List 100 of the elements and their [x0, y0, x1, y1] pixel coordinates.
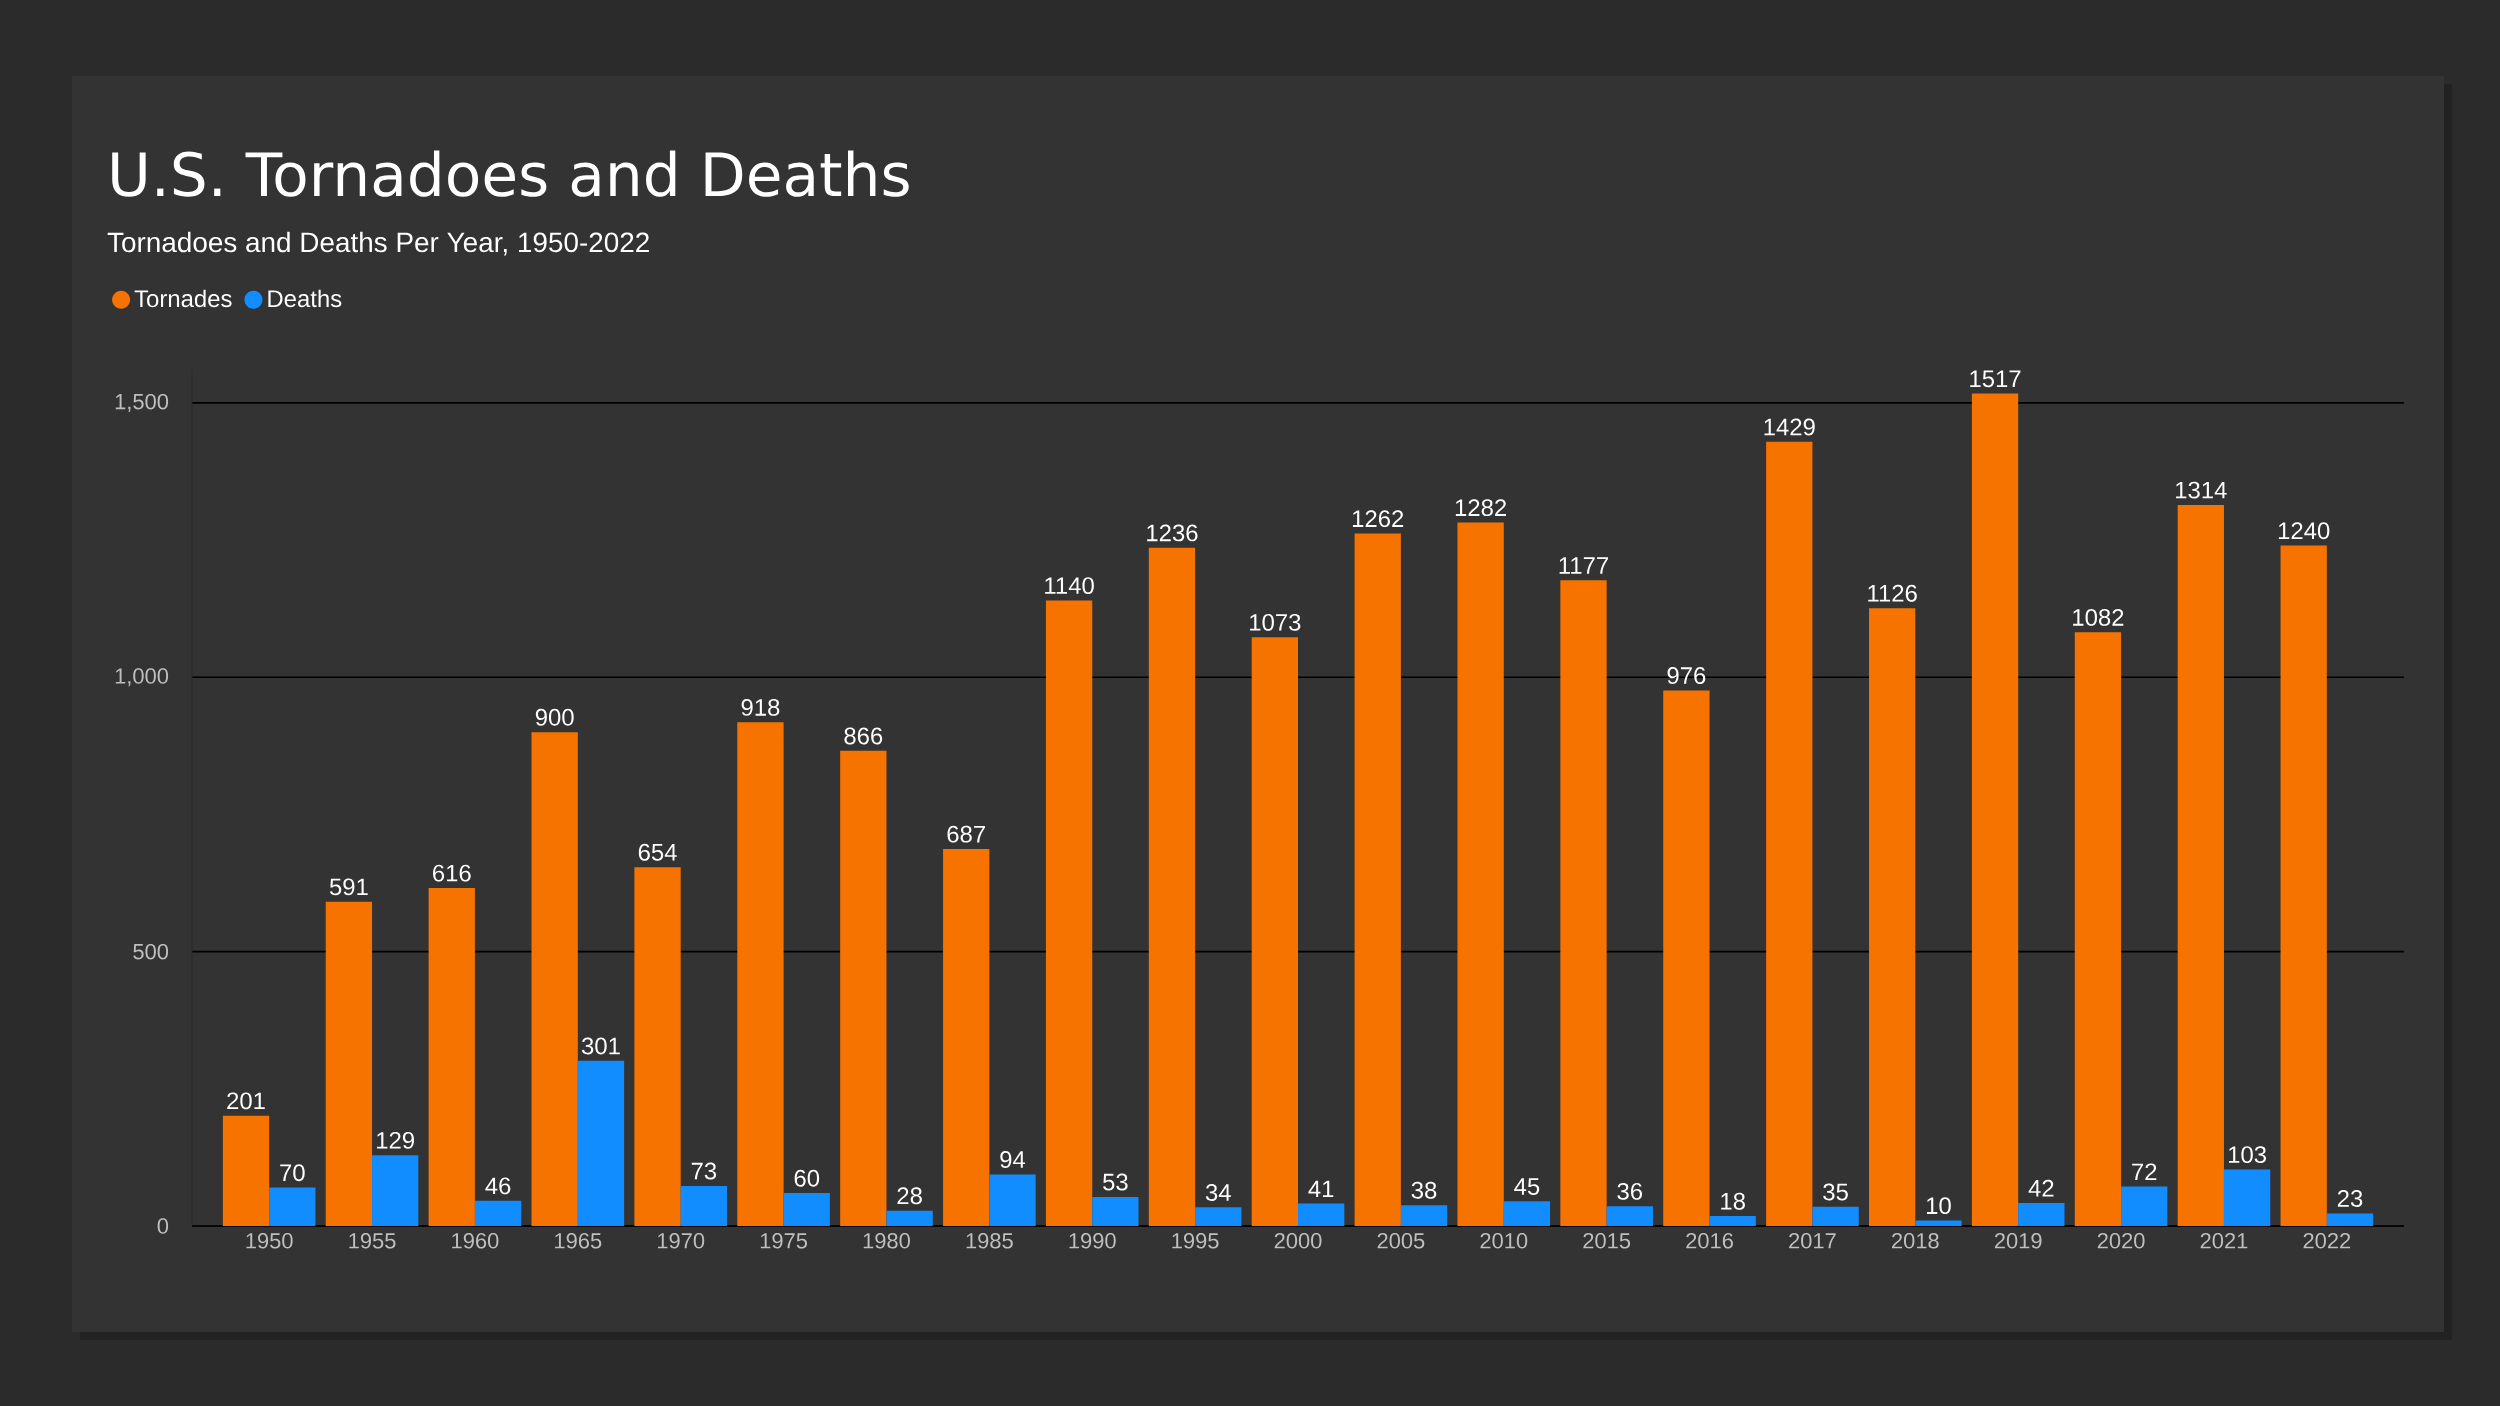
x-tick-label: 2022 — [2303, 1233, 2351, 1249]
data-label: 866 — [844, 727, 883, 745]
bar — [1663, 690, 1710, 1226]
bar — [1812, 1206, 1859, 1226]
bar — [1766, 441, 1813, 1226]
y-tick-label: 1,500 — [115, 393, 169, 412]
data-label: 1177 — [1559, 557, 1608, 574]
chart-title: U.S. Tornadoes and Deaths — [112, 150, 909, 197]
bar — [943, 849, 990, 1226]
bar — [1092, 1196, 1139, 1226]
data-label: 36 — [1617, 1182, 1643, 1200]
data-label: 60 — [794, 1169, 820, 1187]
data-label: 201 — [227, 1092, 265, 1110]
data-label: 1314 — [2176, 481, 2227, 499]
data-label: 46 — [485, 1177, 511, 1195]
legend-label: Deaths — [268, 289, 342, 308]
x-tick-label: 2015 — [1583, 1233, 1631, 1249]
x-tick-label: 1990 — [1069, 1233, 1116, 1249]
data-label: 654 — [638, 843, 677, 861]
bar — [1606, 1206, 1653, 1226]
data-label: 1073 — [1250, 613, 1301, 631]
legend-label: Tornades — [134, 289, 232, 308]
bar — [2121, 1186, 2168, 1226]
data-label: 1429 — [1764, 418, 1815, 436]
x-tick-label: 2020 — [2097, 1233, 2145, 1249]
bar — [1400, 1205, 1448, 1226]
bar — [1195, 1207, 1242, 1226]
y-tick-label: 0 — [157, 1218, 169, 1234]
data-label: 94 — [1000, 1151, 1026, 1168]
data-label: 10 — [1926, 1197, 1951, 1215]
bar — [1709, 1216, 1756, 1226]
data-label: 35 — [1823, 1183, 1848, 1201]
data-label: 1262 — [1352, 510, 1404, 528]
x-tick-label: 2010 — [1480, 1233, 1528, 1249]
data-label: 34 — [1205, 1184, 1231, 1201]
bar — [680, 1185, 727, 1226]
data-label: 1140 — [1045, 577, 1094, 595]
data-label: 28 — [897, 1187, 922, 1205]
y-tick-label: 500 — [133, 943, 169, 960]
data-label: 70 — [280, 1164, 305, 1182]
bar — [1148, 547, 1196, 1226]
bar — [577, 1060, 625, 1226]
data-label: 918 — [741, 698, 780, 716]
x-tick-label: 1980 — [863, 1233, 910, 1249]
x-tick-label: 1985 — [966, 1233, 1013, 1249]
data-label: 53 — [1103, 1173, 1128, 1191]
bar — [783, 1193, 830, 1226]
bar — [325, 901, 373, 1226]
bar — [989, 1174, 1036, 1226]
bar — [372, 1155, 419, 1226]
data-label: 591 — [329, 878, 368, 896]
x-tick-label: 1970 — [657, 1233, 705, 1249]
x-tick-label: 2016 — [1686, 1233, 1733, 1249]
data-label: 38 — [1411, 1181, 1437, 1199]
data-label: 616 — [433, 864, 471, 882]
bar — [1915, 1220, 1962, 1226]
x-tick-label: 2021 — [2200, 1233, 2248, 1249]
bar — [2280, 545, 2327, 1226]
data-label: 1240 — [2278, 522, 2330, 540]
data-label: 301 — [581, 1037, 620, 1055]
data-label: 73 — [691, 1162, 717, 1180]
bar — [2177, 504, 2224, 1226]
bar — [428, 887, 475, 1226]
data-label: 23 — [2337, 1190, 2363, 1207]
data-label: 976 — [1667, 667, 1706, 685]
bar — [474, 1200, 522, 1226]
data-label: 1126 — [1868, 584, 1917, 602]
bar — [737, 722, 784, 1226]
bar — [1560, 580, 1607, 1226]
chart-subtitle: Tornadoes and Deaths Per Year, 1950-2022 — [107, 231, 649, 256]
data-label: 1517 — [1970, 370, 2021, 388]
bar — [840, 750, 887, 1226]
data-label: 45 — [1514, 1178, 1540, 1195]
bar — [2018, 1202, 2065, 1226]
data-label: 687 — [947, 825, 985, 843]
bar — [1457, 522, 1504, 1226]
bar — [1971, 393, 2019, 1226]
x-tick-label: 2018 — [1892, 1233, 1939, 1249]
x-tick-label: 2000 — [1274, 1233, 1322, 1249]
bar — [634, 867, 681, 1226]
data-label: 129 — [377, 1131, 414, 1149]
bar — [2326, 1213, 2374, 1226]
x-tick-label: 2017 — [1789, 1233, 1836, 1249]
bar — [531, 732, 578, 1226]
bar — [1503, 1201, 1551, 1226]
bar — [1045, 600, 1093, 1226]
bar — [2223, 1169, 2271, 1226]
bar — [2074, 632, 2122, 1226]
x-tick-label: 1960 — [452, 1233, 499, 1249]
x-tick-label: 2019 — [1994, 1233, 2042, 1249]
x-tick-label: 1965 — [555, 1233, 602, 1249]
x-tick-label: 2005 — [1377, 1233, 1425, 1249]
data-label: 1236 — [1147, 524, 1198, 542]
y-tick-label: 1,000 — [115, 668, 169, 687]
x-tick-label: 1955 — [349, 1233, 396, 1249]
data-label: 1282 — [1455, 499, 1506, 517]
bar — [1298, 1203, 1345, 1226]
bar — [1869, 608, 1916, 1226]
data-label: 103 — [2228, 1146, 2266, 1164]
x-tick-label: 1950 — [246, 1233, 293, 1249]
